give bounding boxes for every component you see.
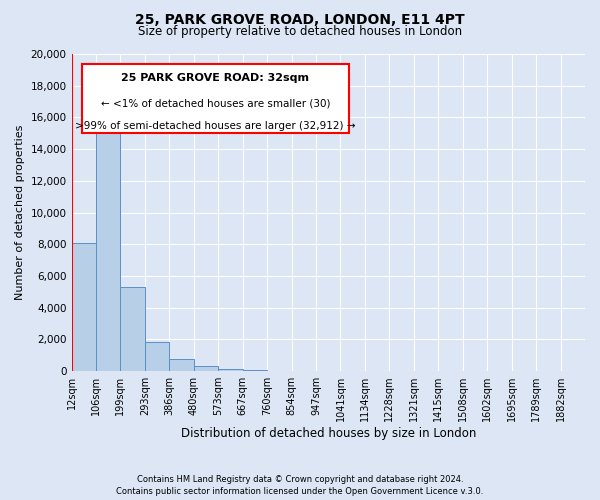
Text: Contains public sector information licensed under the Open Government Licence v.: Contains public sector information licen… <box>116 488 484 496</box>
Bar <box>121 287 145 371</box>
Text: >99% of semi-detached houses are larger (32,912) →: >99% of semi-detached houses are larger … <box>75 120 356 130</box>
X-axis label: Distribution of detached houses by size in London: Distribution of detached houses by size … <box>181 427 476 440</box>
Bar <box>218 369 242 371</box>
Y-axis label: Number of detached properties: Number of detached properties <box>15 125 25 300</box>
Bar <box>96 108 121 371</box>
Text: 25 PARK GROVE ROAD: 32sqm: 25 PARK GROVE ROAD: 32sqm <box>121 73 310 83</box>
Bar <box>194 366 218 371</box>
Text: Contains HM Land Registry data © Crown copyright and database right 2024.: Contains HM Land Registry data © Crown c… <box>137 475 463 484</box>
Text: ← <1% of detached houses are smaller (30): ← <1% of detached houses are smaller (30… <box>101 98 330 108</box>
Bar <box>242 370 267 371</box>
Bar <box>71 242 96 371</box>
FancyBboxPatch shape <box>82 64 349 134</box>
Bar <box>169 359 194 371</box>
Text: Size of property relative to detached houses in London: Size of property relative to detached ho… <box>138 25 462 38</box>
Bar <box>145 342 169 371</box>
Text: 25, PARK GROVE ROAD, LONDON, E11 4PT: 25, PARK GROVE ROAD, LONDON, E11 4PT <box>135 12 465 26</box>
